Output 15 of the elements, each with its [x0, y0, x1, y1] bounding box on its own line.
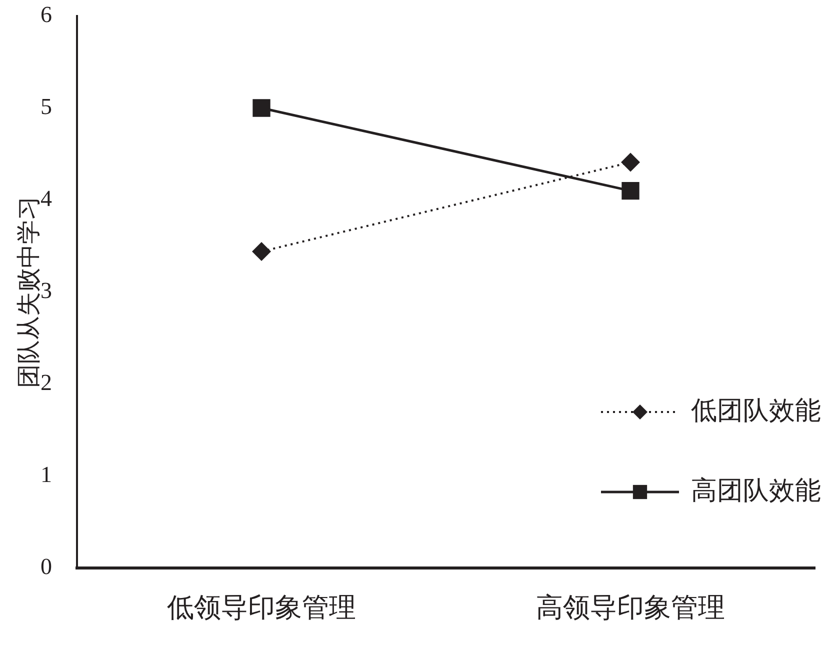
y-tick-label: 2 — [40, 370, 52, 396]
y-tick-label: 4 — [40, 186, 52, 212]
x-tick-label: 低领导印象管理 — [167, 592, 356, 622]
y-tick-label: 1 — [40, 462, 52, 488]
point — [252, 242, 271, 262]
y-tick-label: 0 — [40, 554, 52, 580]
point — [252, 99, 270, 117]
point — [622, 182, 640, 200]
y-tick-label: 3 — [40, 278, 52, 304]
point — [621, 152, 640, 172]
y-tick-label: 6 — [40, 2, 52, 28]
y-tick-label: 5 — [40, 94, 52, 120]
legend-label: 低团队效能 — [691, 396, 821, 425]
legend-label: 高团队效能 — [691, 476, 821, 505]
x-tick-label: 高领导印象管理 — [536, 592, 725, 622]
